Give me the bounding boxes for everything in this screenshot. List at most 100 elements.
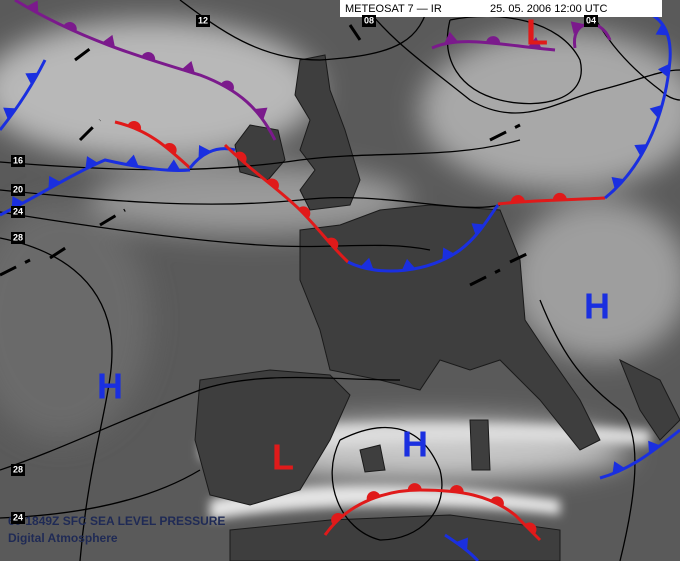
isobar-label: 24 xyxy=(13,206,23,216)
front-symbol xyxy=(101,34,116,48)
label-box xyxy=(11,464,25,476)
isobar-label: 04 xyxy=(586,15,596,25)
triangle xyxy=(657,63,670,78)
satellite: METEOSAT 7 — IR xyxy=(345,3,442,15)
semicircle xyxy=(298,206,311,219)
label-box xyxy=(196,15,210,27)
front-symbol xyxy=(181,60,195,74)
triangle xyxy=(570,21,584,35)
triangle xyxy=(471,223,485,236)
date: 25. 05. 2006 12:00 UTC xyxy=(490,3,607,15)
triangle xyxy=(527,36,542,49)
front-symbol xyxy=(634,144,648,157)
header-box xyxy=(340,0,662,17)
triangle xyxy=(648,440,661,454)
triangle xyxy=(11,196,24,210)
front-symbol xyxy=(407,483,422,491)
front-symbol xyxy=(331,513,344,525)
troughs xyxy=(0,24,536,287)
front-symbol xyxy=(655,23,669,36)
semicircle xyxy=(366,491,381,501)
front-symbol xyxy=(649,104,663,119)
triangle xyxy=(655,23,669,36)
front-symbol xyxy=(141,52,156,62)
front-symbol xyxy=(234,151,247,164)
isobar-label: 12 xyxy=(198,15,208,25)
front-symbol xyxy=(401,258,416,271)
isobar-label: 20 xyxy=(13,184,23,194)
triangle xyxy=(359,257,374,270)
triangle xyxy=(612,461,626,475)
triangle xyxy=(181,60,195,74)
semicircle xyxy=(234,151,247,164)
triangle xyxy=(101,34,116,48)
triangle xyxy=(401,258,416,271)
semicircle xyxy=(407,483,422,491)
semicircle xyxy=(486,36,501,44)
triangle xyxy=(634,144,648,157)
credit: Digital Atmosphere xyxy=(8,531,118,545)
semicircle xyxy=(164,143,177,155)
label-box xyxy=(11,155,25,167)
semicircle xyxy=(326,237,339,250)
triangle xyxy=(166,159,181,171)
front-symbol xyxy=(612,461,626,475)
semicircle xyxy=(552,192,567,201)
triangle xyxy=(198,144,211,159)
front-symbol xyxy=(26,0,39,14)
triangle xyxy=(442,247,455,261)
semicircle xyxy=(510,195,525,203)
pressure-center: L xyxy=(526,12,548,53)
triangle xyxy=(124,154,139,167)
front-symbol xyxy=(266,178,279,190)
label-box xyxy=(584,15,598,27)
front-symbol xyxy=(11,196,24,210)
front-symbol xyxy=(326,237,339,250)
front-symbol xyxy=(124,154,139,167)
front-symbol xyxy=(48,175,61,189)
front-symbol xyxy=(85,156,99,170)
front-symbol xyxy=(298,206,311,219)
isobar-label: 08 xyxy=(364,15,374,25)
triangle xyxy=(254,107,268,120)
triangle xyxy=(3,107,17,120)
front-symbol xyxy=(510,195,525,203)
front-symbol xyxy=(471,223,485,236)
front-symbol xyxy=(527,36,542,49)
product: 60-1849Z SFC SEA LEVEL PRESSURE xyxy=(8,514,225,528)
front-symbol xyxy=(570,21,584,35)
triangle xyxy=(85,156,99,170)
label-box xyxy=(11,184,25,196)
semicircle xyxy=(220,80,234,92)
front-symbol xyxy=(127,121,142,131)
front-symbol xyxy=(359,257,374,270)
label-box xyxy=(11,232,25,244)
front-symbol xyxy=(611,176,625,190)
front-symbol xyxy=(444,31,459,44)
front-symbol xyxy=(198,144,211,159)
triangle xyxy=(48,175,61,189)
front-symbol xyxy=(220,80,234,92)
front-symbol xyxy=(366,491,381,501)
semicircle xyxy=(127,121,142,131)
pressure-center: H xyxy=(97,366,123,407)
triangle xyxy=(25,72,39,85)
triangle xyxy=(455,537,469,551)
front-symbol xyxy=(524,522,537,535)
front-symbol xyxy=(63,22,77,32)
front-symbol xyxy=(442,247,455,261)
isobar-label: 28 xyxy=(13,232,23,242)
front-symbol xyxy=(254,107,268,120)
pressure-center: L xyxy=(272,437,294,478)
label-box xyxy=(11,206,25,218)
semicircle xyxy=(141,52,156,62)
triangle xyxy=(26,0,39,14)
front-symbol xyxy=(164,143,177,155)
semicircle xyxy=(63,22,77,32)
front-symbol xyxy=(3,107,17,120)
semicircle xyxy=(331,513,344,525)
semicircle xyxy=(524,522,537,535)
